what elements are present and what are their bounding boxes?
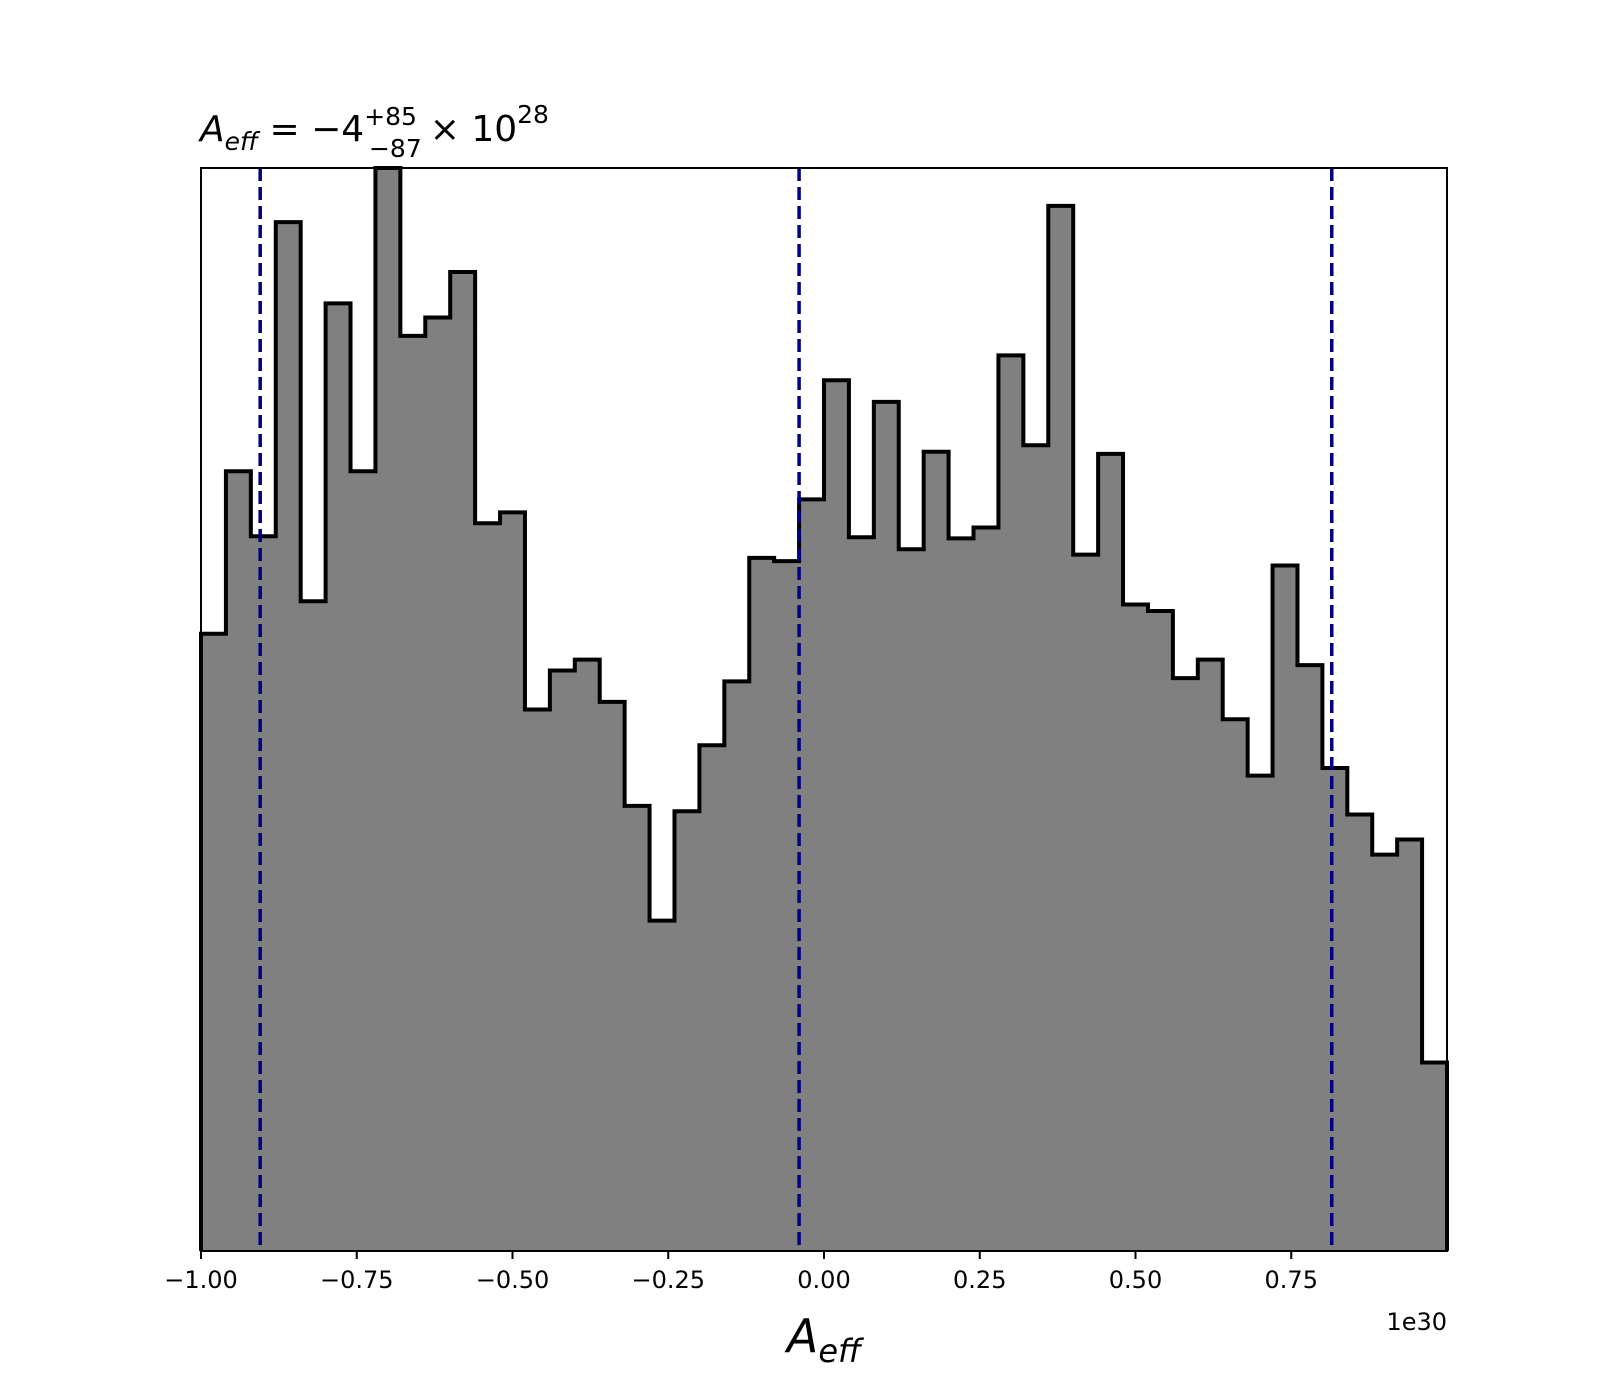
x-tick-label: −0.75: [320, 1266, 394, 1294]
histogram-bar: [1222, 719, 1249, 1251]
histogram-bar: [1048, 205, 1074, 1251]
x-offset-label: 1e30: [1386, 1308, 1447, 1336]
histogram-bar: [599, 701, 626, 1251]
histogram-outline: [199, 166, 1449, 1251]
histogram-bar: [923, 451, 950, 1252]
histogram-bar: [774, 561, 800, 1251]
histogram-bar: [1123, 604, 1149, 1251]
histogram-bar: [674, 811, 700, 1251]
title-symbol-sub: eff: [225, 127, 261, 156]
x-tick-label: −0.50: [476, 1266, 550, 1294]
histogram-bar: [201, 633, 227, 1251]
histogram-bar: [973, 527, 999, 1251]
histogram-bar: [450, 271, 476, 1251]
x-tick-label: −1.00: [164, 1266, 238, 1294]
histogram-bar: [1197, 659, 1224, 1251]
x-axis-ticks: −1.00 −0.75 −0.50 −0.25 0.00 0.25 0.50 0.75: [164, 1251, 1318, 1294]
title-sub: −87: [369, 134, 422, 163]
histogram-bar: [873, 401, 900, 1252]
x-tick-label: 0.75: [1265, 1266, 1318, 1294]
title-suffix: × 10: [430, 109, 517, 150]
histogram-bar: [400, 335, 426, 1251]
histogram-bar: [350, 471, 376, 1251]
x-tick-label: 0.00: [797, 1266, 850, 1294]
xlabel-sub: eff: [818, 1332, 865, 1370]
histogram-bar: [948, 538, 975, 1251]
title-exponent: 28: [517, 100, 549, 129]
histogram-bar: [375, 168, 401, 1251]
histogram-bar: [300, 601, 327, 1251]
histogram-layer: [199, 166, 1449, 1252]
histogram-bar: [1297, 665, 1323, 1251]
histogram-bar: [1397, 839, 1423, 1251]
histogram-bar: [325, 303, 352, 1251]
histogram-bar: [824, 380, 850, 1251]
histogram-bar: [624, 805, 651, 1251]
histogram-bar: [1247, 775, 1274, 1251]
x-tick-label: 0.50: [1109, 1266, 1162, 1294]
histogram-bar: [500, 512, 526, 1251]
histogram-bar: [699, 745, 725, 1251]
histogram-bar: [275, 222, 302, 1251]
title-symbol: A: [198, 109, 225, 150]
title-prefix: = −4: [258, 109, 364, 150]
histogram-bar: [649, 920, 675, 1251]
histogram-bar: [898, 549, 925, 1251]
histogram-bar: [1322, 767, 1348, 1251]
histogram-bar: [799, 499, 825, 1251]
histogram-bar: [225, 471, 252, 1251]
x-tick-label: −0.25: [631, 1266, 705, 1294]
histogram-bar: [1023, 445, 1049, 1251]
histogram-bar: [1422, 1062, 1448, 1251]
xlabel-symbol: A: [784, 1309, 818, 1363]
x-tick-label: 0.25: [953, 1266, 1006, 1294]
histogram-bar: [1347, 814, 1373, 1251]
histogram-bar: [998, 355, 1024, 1251]
x-axis-label: Aeff: [784, 1309, 865, 1370]
vertical-lines-layer: [258, 168, 1334, 1251]
histogram-bar: [749, 557, 775, 1251]
histogram-bar: [425, 317, 451, 1252]
histogram-bar: [574, 659, 601, 1251]
histogram-bar: [724, 681, 750, 1251]
histogram-bar: [1372, 854, 1398, 1251]
histogram-bar: [848, 537, 875, 1251]
histogram-bar: [250, 536, 277, 1251]
histogram-bar: [1172, 678, 1199, 1251]
histogram-bar: [549, 670, 576, 1251]
histogram-bar: [475, 523, 501, 1251]
histogram-bar: [1098, 453, 1124, 1251]
histogram-bar: [1073, 554, 1099, 1251]
histogram-bar: [1147, 610, 1174, 1251]
title-sup: +85: [364, 102, 417, 131]
chart-title: Aeff = −4+85 −87 × 1028: [198, 100, 549, 163]
histogram-bar: [1272, 565, 1298, 1251]
histogram-bar: [524, 709, 551, 1251]
